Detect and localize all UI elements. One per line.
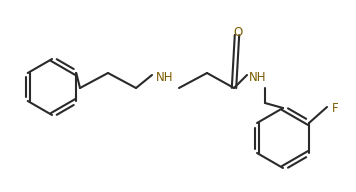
Text: O: O xyxy=(234,26,243,39)
Text: F: F xyxy=(332,102,338,114)
Text: NH: NH xyxy=(156,71,173,84)
Text: NH: NH xyxy=(249,71,267,84)
